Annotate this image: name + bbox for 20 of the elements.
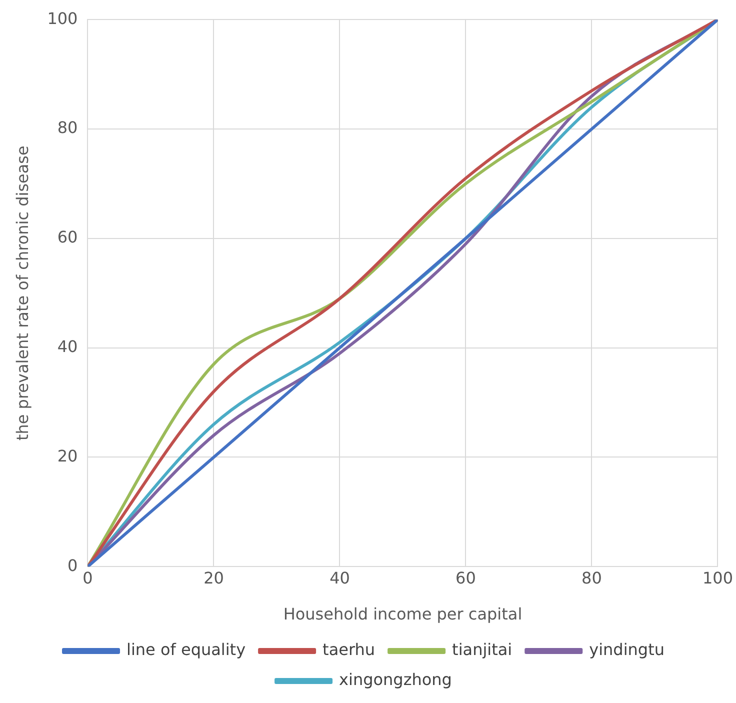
legend-label: line of equality [126, 640, 246, 660]
y-axis-title: the prevalent rate of chronic disease [12, 146, 32, 441]
x-tick-label: 20 [204, 568, 224, 588]
x-tick-label: 60 [456, 568, 476, 588]
y-tick-label: 40 [57, 336, 78, 356]
legend-label: taerhu [322, 640, 376, 660]
legend-label: xingongzhong [339, 670, 452, 690]
y-tick-label: 100 [47, 8, 78, 28]
x-axis-title: Household income per capital [283, 604, 522, 624]
y-tick-label: 20 [57, 446, 78, 466]
legend-label: yindingtu [589, 640, 665, 660]
x-tick-label: 40 [330, 568, 350, 588]
legend-label: tianjitai [452, 640, 512, 660]
x-tick-label: 0 [82, 568, 93, 588]
y-tick-label: 80 [57, 118, 78, 138]
x-tick-label: 100 [702, 568, 734, 588]
y-tick-label: 60 [57, 228, 78, 247]
x-tick-label: 80 [582, 568, 602, 588]
y-tick-label: 0 [68, 556, 78, 575]
line-series [88, 20, 718, 567]
